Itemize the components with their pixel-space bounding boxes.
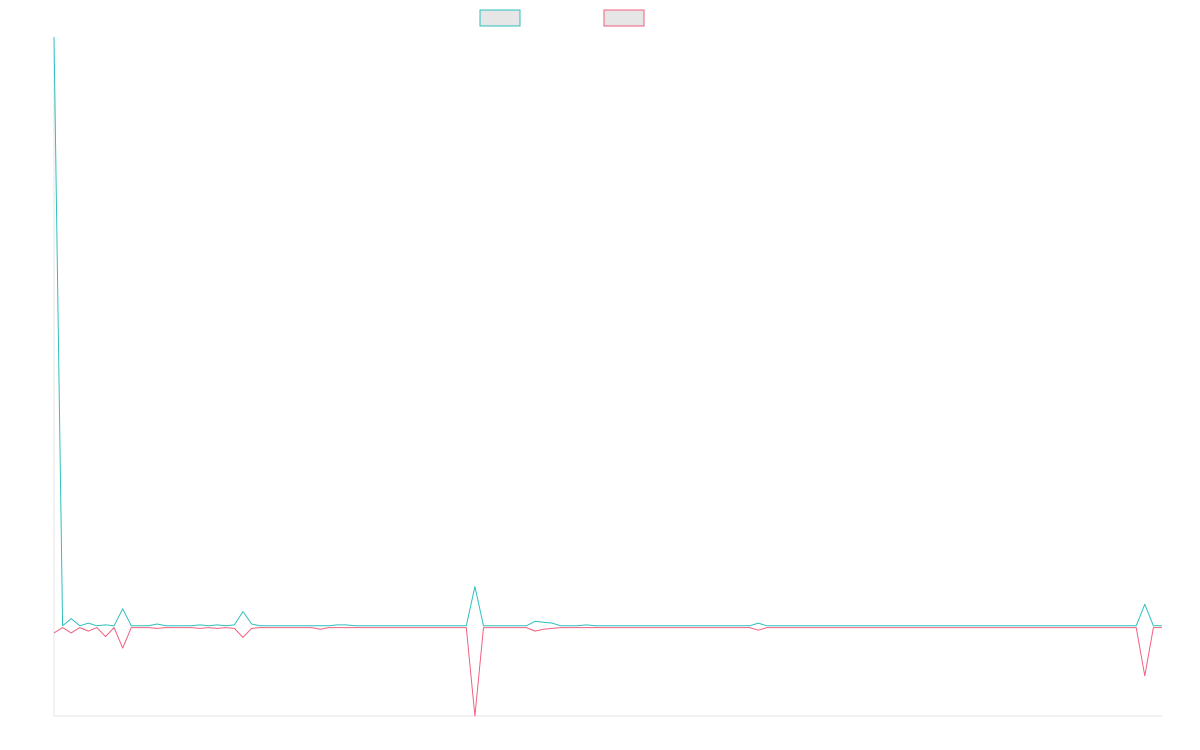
series-group	[53, 36, 1162, 717]
legend-swatch-2[interactable]	[603, 9, 645, 27]
legend[interactable]	[479, 9, 645, 27]
legend-swatch-1[interactable]	[479, 9, 521, 27]
series-line-1	[53, 36, 1162, 627]
series-line-2	[53, 627, 1162, 717]
